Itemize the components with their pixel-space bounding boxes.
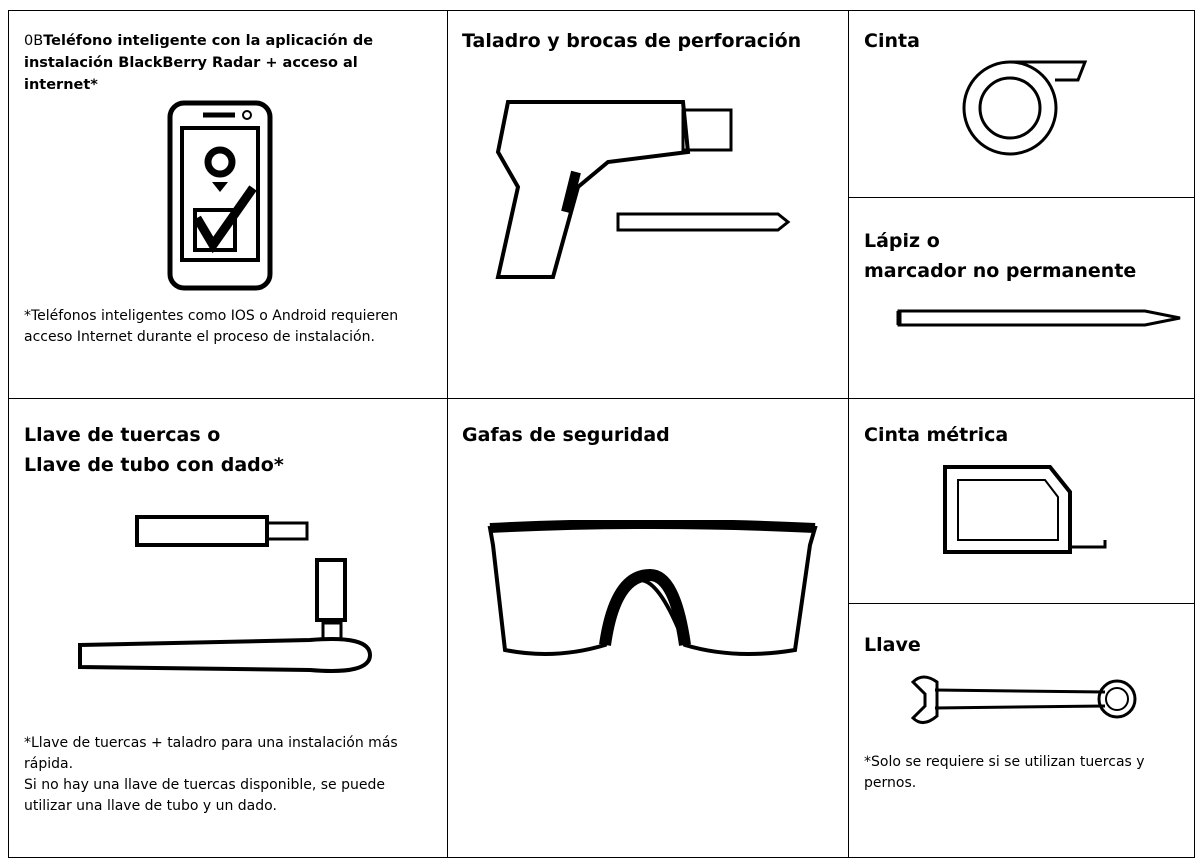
wrench-socket-title: Llave de tuercas o Llave de tubo con dado…	[24, 420, 284, 480]
measure-icon	[943, 465, 1107, 554]
prefix: 0B	[24, 33, 44, 49]
title-line: Llave de tubo con dado*	[24, 454, 284, 476]
phone-note: *Teléfonos inteligentes como IOS o Andro…	[24, 308, 399, 345]
title-line: marcador no permanente	[864, 260, 1137, 282]
phone-icon	[167, 100, 273, 291]
measure-title: Cinta métrica	[864, 424, 1009, 446]
wrench-note: *Solo se requiere si se utilizan tuercas…	[864, 754, 1145, 791]
wrench-notes: *Llave de tuercas + taladro para una ins…	[24, 733, 434, 817]
glasses-title: Gafas de seguridad	[462, 424, 670, 446]
wrench-title: Llave	[864, 634, 921, 656]
note: Si no hay una llave de tuercas disponibl…	[24, 777, 385, 814]
title-line: Lápiz o	[864, 230, 940, 252]
pencil-title: Lápiz o marcador no permanente	[864, 226, 1136, 286]
drill-icon	[495, 100, 791, 279]
drill-title: Taladro y brocas de perforación	[462, 30, 802, 52]
title-line: Llave de tuercas o	[24, 424, 221, 446]
phone-title: 0BTeléfono inteligente con la aplicación…	[24, 30, 424, 96]
title: Teléfono inteligente con la aplicación d…	[24, 33, 374, 93]
pencil-icon	[896, 309, 1181, 327]
wrench-icon	[910, 675, 1137, 724]
glasses-icon	[487, 520, 818, 656]
wrench-socket-icon	[78, 515, 373, 673]
note: *Llave de tuercas + taladro para una ins…	[24, 735, 398, 772]
tape-icon	[962, 60, 1088, 156]
tape-title: Cinta	[864, 30, 920, 52]
